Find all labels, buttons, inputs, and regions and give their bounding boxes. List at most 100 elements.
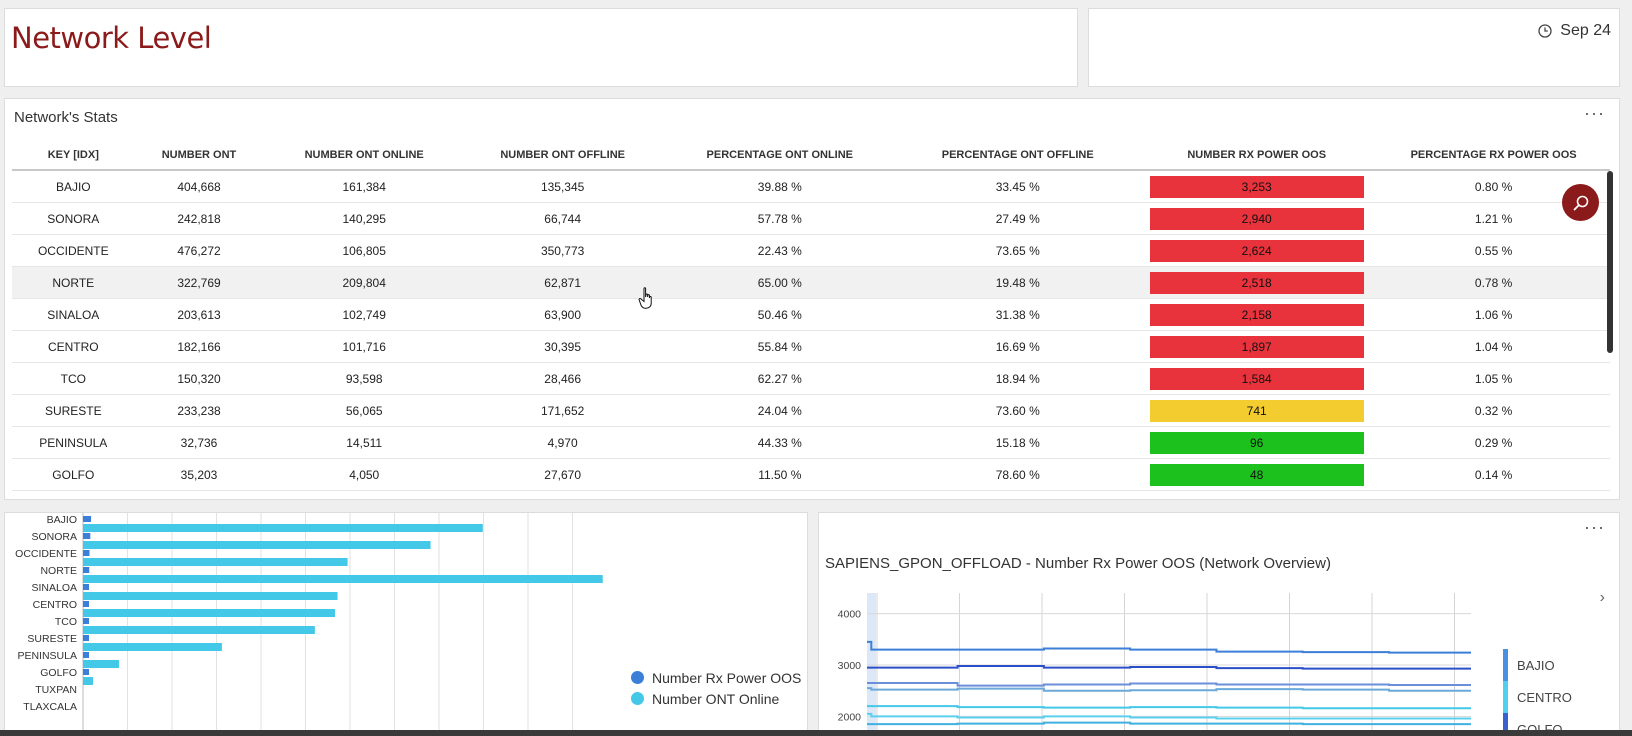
column-header[interactable]: NUMBER ONT ONLINE xyxy=(263,141,465,171)
more-options-icon[interactable]: ··· xyxy=(1584,517,1605,537)
chevron-right-icon[interactable]: › xyxy=(1599,589,1605,606)
column-header[interactable]: PERCENTAGE ONT ONLINE xyxy=(660,141,900,171)
table-row[interactable]: CENTRO 182,166 101,716 30,395 55.84 % 16.69 %… xyxy=(12,330,1610,363)
legend-item[interactable]: Number Rx Power OOS xyxy=(631,667,801,688)
rx-oos-badge: 48 xyxy=(1149,463,1364,486)
bar-rx-oos[interactable] xyxy=(83,550,90,556)
pct-rx-cell: 0.14 % xyxy=(1377,458,1610,491)
category-label: SONORA xyxy=(31,531,77,543)
bar-ont-online[interactable] xyxy=(83,609,335,617)
pct-offline-cell: 73.65 % xyxy=(899,234,1137,267)
bar-ont-online[interactable] xyxy=(83,592,338,600)
pct-online-cell: 24.04 % xyxy=(660,394,900,427)
bar-rx-oos[interactable] xyxy=(83,567,90,573)
bar-rx-oos[interactable] xyxy=(83,652,89,658)
offline-cell: 63,900 xyxy=(464,298,661,331)
table-row[interactable]: BAJIO 404,668 161,384 135,345 39.88 % 33.45 %… xyxy=(12,170,1610,203)
line-chart: 2000 3000 4000 xyxy=(838,593,1471,736)
bar-rx-oos[interactable] xyxy=(83,516,92,522)
online-cell: 209,804 xyxy=(263,266,465,299)
bar-chart-legend: Number Rx Power OOS Number ONT Online xyxy=(631,667,801,709)
category-label: SURESTE xyxy=(27,633,77,645)
series-line[interactable] xyxy=(867,705,1471,710)
key-cell: SURESTE xyxy=(12,394,135,427)
rx-oos-cell: 2,518 xyxy=(1136,266,1378,299)
legend-item[interactable]: Number ONT Online xyxy=(631,688,801,709)
table-scrollbar[interactable] xyxy=(1607,171,1613,353)
bar-rx-oos[interactable] xyxy=(83,533,91,539)
legend-swatch xyxy=(631,671,644,684)
stats-title: Network's Stats xyxy=(14,109,118,126)
series-line[interactable] xyxy=(867,682,1471,687)
bar-ont-online[interactable] xyxy=(83,660,119,668)
column-header[interactable]: NUMBER RX POWER OOS xyxy=(1136,141,1378,171)
online-cell: 4,050 xyxy=(263,458,465,491)
category-label: BAJIO xyxy=(47,514,77,526)
pct-online-cell: 11.50 % xyxy=(660,458,900,491)
legend-swatch xyxy=(1503,713,1508,735)
key-cell: OCCIDENTE xyxy=(12,234,135,267)
bar-ont-online[interactable] xyxy=(83,541,431,549)
key-cell: SONORA xyxy=(12,202,135,235)
pct-online-cell: 50.46 % xyxy=(660,298,900,331)
legend-swatch xyxy=(631,692,644,705)
column-header[interactable]: KEY [IDX] xyxy=(12,141,135,171)
pct-rx-cell: 1.04 % xyxy=(1377,330,1610,363)
column-header[interactable]: PERCENTAGE RX POWER OOS xyxy=(1377,141,1610,171)
date-panel: Sep 24 xyxy=(1088,8,1620,87)
bar-rx-oos[interactable] xyxy=(83,601,89,607)
table-row[interactable]: PENINSULA 32,736 14,511 4,970 44.33 % 15.18 %… xyxy=(12,426,1610,459)
series-line[interactable] xyxy=(867,712,1471,720)
page-title: Network Level xyxy=(11,21,212,55)
hand-cursor-icon xyxy=(638,286,656,315)
online-cell: 93,598 xyxy=(263,362,465,395)
search-button[interactable] xyxy=(1562,184,1599,221)
table-row[interactable]: SONORA 242,818 140,295 66,744 57.78 % 27.49 %… xyxy=(12,202,1610,235)
ont-cell: 242,818 xyxy=(134,202,264,235)
table-row[interactable]: OCCIDENTE 476,272 106,805 350,773 22.43 % 73.… xyxy=(12,234,1610,267)
bar-ont-online[interactable] xyxy=(83,558,348,566)
bar-rx-oos[interactable] xyxy=(83,584,89,590)
online-cell: 56,065 xyxy=(263,394,465,427)
line-chart-title: SAPIENS_GPON_OFFLOAD - Number Rx Power O… xyxy=(825,555,1331,572)
column-header[interactable]: NUMBER ONT OFFLINE xyxy=(464,141,661,171)
key-cell: GOLFO xyxy=(12,458,135,491)
column-header[interactable]: NUMBER ONT xyxy=(134,141,264,171)
bar-rx-oos[interactable] xyxy=(83,635,89,641)
category-label: GOLFO xyxy=(40,667,77,679)
legend-item[interactable]: BAJIO xyxy=(1503,649,1572,681)
bar-ont-online[interactable] xyxy=(83,524,483,532)
offline-cell: 171,652 xyxy=(464,394,661,427)
date-filter[interactable]: Sep 24 xyxy=(1538,22,1611,40)
column-header[interactable]: PERCENTAGE ONT OFFLINE xyxy=(899,141,1137,171)
table-row[interactable]: GOLFO 35,203 4,050 27,670 11.50 % 78.60 % 48 0.… xyxy=(12,458,1610,491)
pct-offline-cell: 31.38 % xyxy=(899,298,1137,331)
rx-oos-cell: 1,897 xyxy=(1136,330,1378,363)
legend-swatch xyxy=(1503,681,1508,713)
table-row[interactable]: SURESTE 233,238 56,065 171,652 24.04 % 73.60 … xyxy=(12,394,1610,427)
pct-rx-cell: 0.32 % xyxy=(1377,394,1610,427)
search-icon xyxy=(1573,195,1588,210)
rx-oos-cell: 2,158 xyxy=(1136,298,1378,331)
table-row[interactable]: SINALOA 203,613 102,749 63,900 50.46 % 31.38 … xyxy=(12,298,1610,331)
bar-rx-oos[interactable] xyxy=(83,669,89,675)
bar-ont-online[interactable] xyxy=(83,626,315,634)
bar-ont-online[interactable] xyxy=(83,575,603,583)
bar-ont-online[interactable] xyxy=(83,677,94,685)
legend-item[interactable]: CENTRO xyxy=(1503,681,1572,713)
stats-panel: Network's Stats ··· KEY [IDX] NUMBER ONT N… xyxy=(4,98,1620,500)
series-line[interactable] xyxy=(867,721,1471,726)
table-row[interactable]: TCO 150,320 93,598 28,466 62.27 % 18.94 % 1,58… xyxy=(12,362,1610,395)
offline-cell: 30,395 xyxy=(464,330,661,363)
legend-swatch xyxy=(1503,649,1508,681)
table-row[interactable]: NORTE 322,769 209,804 62,871 65.00 % 19.48 % 2… xyxy=(12,266,1610,299)
ont-cell: 32,736 xyxy=(134,426,264,459)
more-options-icon[interactable]: ··· xyxy=(1584,103,1605,123)
bar-ont-online[interactable] xyxy=(83,643,222,651)
range-selector[interactable] xyxy=(867,593,876,736)
rx-oos-cell: 3,253 xyxy=(1136,170,1378,203)
series-line[interactable] xyxy=(867,687,1471,692)
series-line[interactable] xyxy=(867,640,1471,654)
series-line[interactable] xyxy=(867,665,1471,670)
bar-rx-oos[interactable] xyxy=(83,618,89,624)
